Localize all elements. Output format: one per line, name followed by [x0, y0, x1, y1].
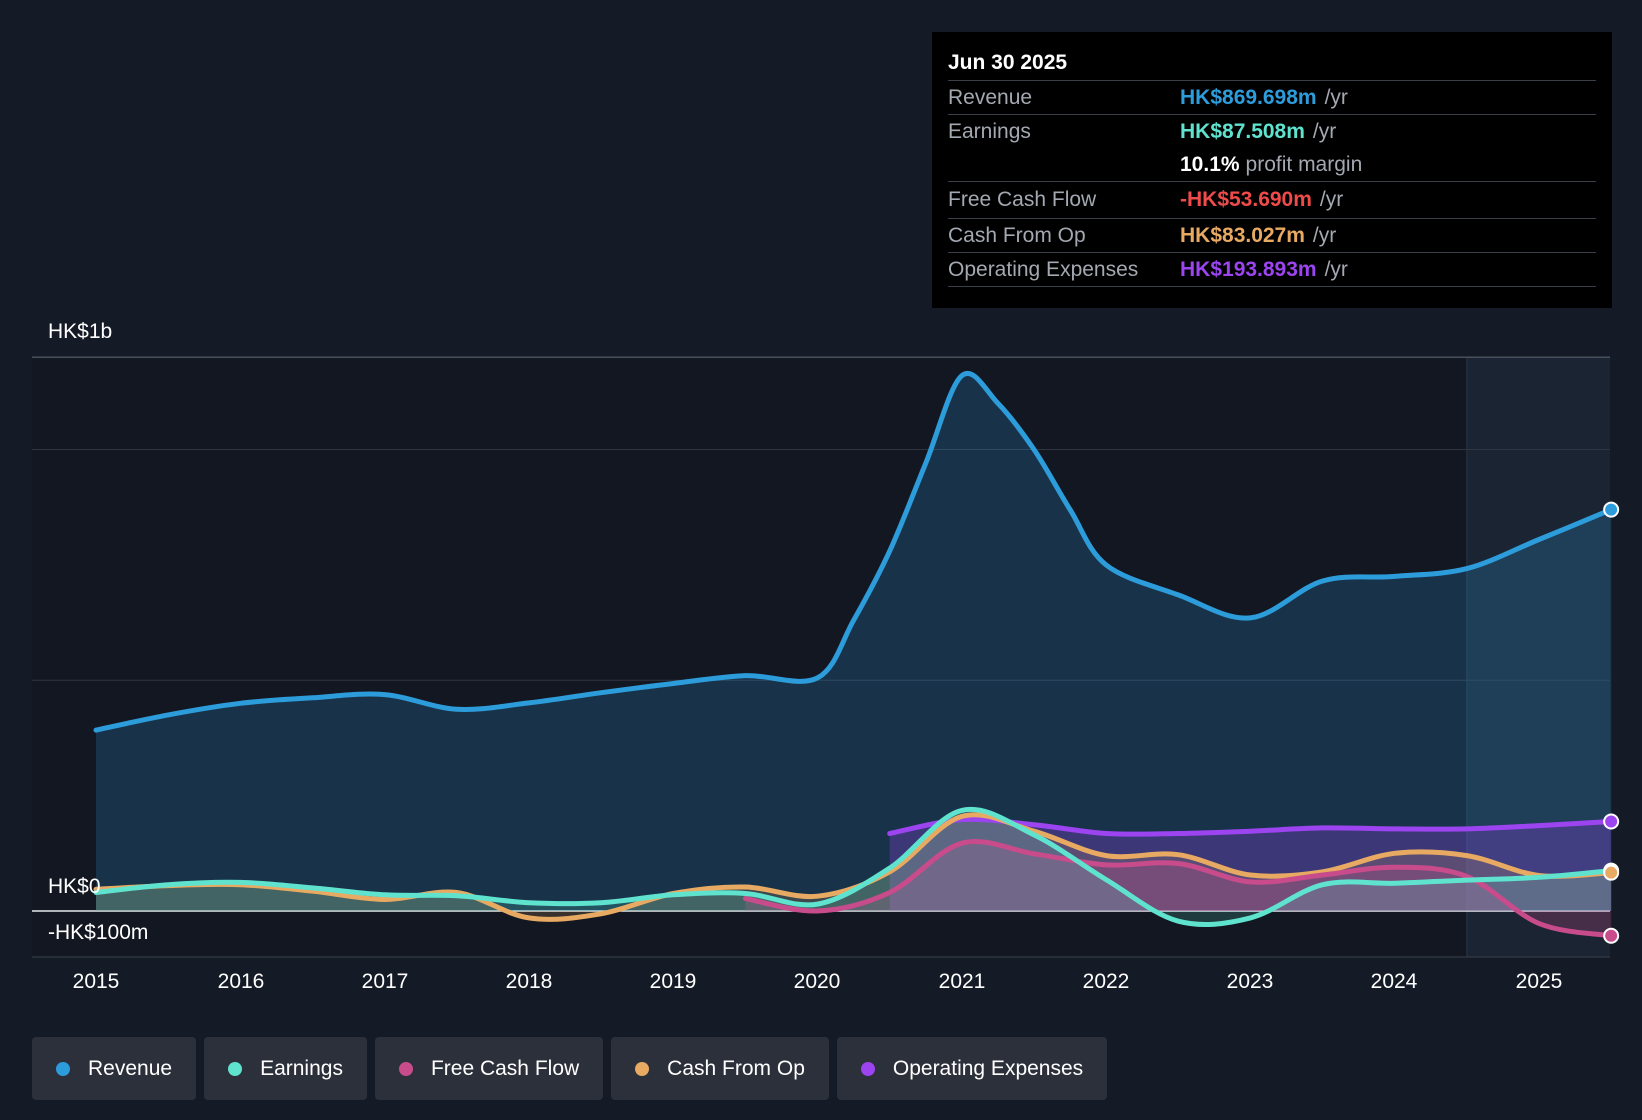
y-label-bottom: -HK$100m [48, 921, 149, 944]
tooltip-earnings-unit: /yr [1312, 119, 1337, 143]
tooltip-fcf-value: -HK$53.690m [1180, 188, 1312, 211]
fcf-area [745, 841, 1612, 936]
tooltip-date: Jun 30 2025 [948, 51, 1068, 74]
plot-area [32, 357, 1610, 957]
legend-dot-revenue [56, 1061, 70, 1076]
legend-label-fcf: Free Cash Flow [430, 1056, 580, 1080]
x-tick-2016: 2016 [217, 970, 265, 993]
tooltip-opex-label: Operating Expenses [948, 257, 1139, 281]
series-lines [93, 371, 1614, 939]
tooltip-row-cfo: Cash From Op HK$83.027m /yr [948, 218, 1596, 252]
cfo-area [96, 814, 1612, 920]
x-tick-2018: 2018 [505, 970, 553, 993]
tooltip-fcf-unit: /yr [1319, 188, 1344, 211]
tooltip-revenue-value: HK$869.698m [1180, 85, 1317, 109]
tooltip-cfo-unit: /yr [1312, 223, 1337, 247]
x-tick-2021: 2021 [938, 970, 986, 993]
tooltip-row-opex: Operating Expenses HK$193.893m /yr [948, 252, 1596, 287]
legend-dot-cfo [635, 1061, 650, 1076]
forecast-region [1466, 357, 1610, 957]
tooltip-margin-label: profit margin [1245, 152, 1363, 176]
y-label-zero: HK$0 [48, 875, 101, 898]
legend-label-revenue: Revenue [88, 1056, 173, 1080]
tooltip-opex-unit: /yr [1324, 257, 1348, 281]
opex-end-point [1603, 813, 1620, 830]
grid-lines [32, 356, 1610, 958]
y-label-top: HK$1b [48, 320, 113, 343]
plot-background [32, 357, 1610, 957]
revenue-line [93, 371, 1614, 733]
series-end-points [1603, 501, 1620, 944]
legend-dot-opex [860, 1061, 875, 1076]
legend-item-opex[interactable]: Operating Expenses [836, 1037, 1108, 1100]
tooltip-margin-value: 10.1% [1180, 152, 1240, 176]
legend-dot-earnings [228, 1061, 243, 1076]
legend-item-fcf[interactable]: Free Cash Flow [374, 1037, 604, 1100]
legend-label-earnings: Earnings [260, 1056, 343, 1080]
x-tick-2025: 2025 [1515, 970, 1563, 993]
fcf-line [742, 839, 1614, 939]
tooltip-row-earnings: Earnings HK$87.508m /yr [948, 114, 1596, 148]
x-tick-2019: 2019 [649, 970, 697, 993]
legend-item-revenue[interactable]: Revenue [32, 1037, 197, 1100]
tooltip-earnings-label: Earnings [948, 119, 1031, 143]
legend-item-cfo[interactable]: Cash From Op [611, 1037, 829, 1100]
revenue-end-point [1603, 501, 1620, 518]
legend-dot-fcf [398, 1061, 413, 1076]
tooltip-row-margin: 10.1% profit margin [948, 148, 1596, 181]
x-tick-2020: 2020 [793, 970, 841, 993]
tooltip-cfo-value: HK$83.027m [1180, 223, 1305, 247]
x-tick-2022: 2022 [1082, 970, 1130, 993]
tooltip-cfo-label: Cash From Op [948, 223, 1086, 247]
tooltip-opex-value: HK$193.893m [1180, 257, 1317, 281]
tooltip-revenue-label: Revenue [948, 85, 1033, 109]
x-tick-2017: 2017 [361, 970, 409, 993]
legend-label-cfo: Cash From Op [667, 1056, 805, 1080]
tooltip-earnings-value: HK$87.508m [1180, 119, 1305, 143]
legend-item-earnings[interactable]: Earnings [204, 1037, 367, 1100]
cfo-end-point [1603, 864, 1620, 881]
tooltip-row-fcf: Free Cash Flow -HK$53.690m /yr [948, 181, 1596, 218]
chart-legend: Revenue Earnings Free Cash Flow Cash Fro… [32, 1037, 1108, 1100]
revenue-area [96, 373, 1612, 912]
x-tick-2023: 2023 [1226, 970, 1274, 993]
earnings-area [96, 809, 1612, 925]
tooltip-fcf-label: Free Cash Flow [948, 188, 1097, 211]
legend-label-opex: Operating Expenses [892, 1056, 1084, 1080]
tooltip-row-revenue: Revenue HK$869.698m /yr [948, 80, 1596, 114]
x-tick-2024: 2024 [1370, 970, 1418, 993]
earnings-line [93, 806, 1614, 927]
tooltip-revenue-unit: /yr [1324, 85, 1348, 109]
data-tooltip: Jun 30 2025 Revenue HK$869.698m /yr Earn… [932, 32, 1612, 308]
fcf-end-point [1603, 927, 1620, 944]
x-tick-2015: 2015 [72, 970, 120, 993]
